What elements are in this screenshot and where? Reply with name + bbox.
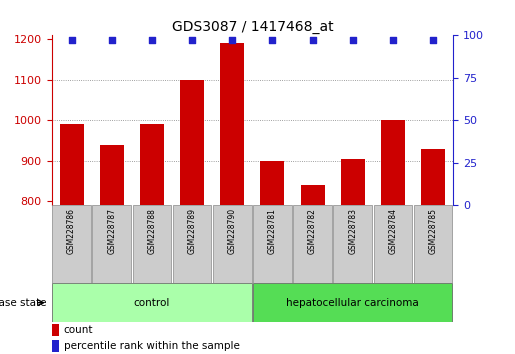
Bar xyxy=(53,205,91,283)
Bar xyxy=(261,161,284,205)
Text: GSM228789: GSM228789 xyxy=(187,208,197,254)
Point xyxy=(108,38,116,43)
Bar xyxy=(52,340,59,353)
Bar xyxy=(140,124,164,205)
Text: GSM228787: GSM228787 xyxy=(107,208,116,254)
Text: GSM228783: GSM228783 xyxy=(348,208,357,254)
Text: GSM228784: GSM228784 xyxy=(388,208,398,254)
Text: count: count xyxy=(63,325,93,336)
Bar xyxy=(173,205,211,283)
Text: control: control xyxy=(134,298,170,308)
Bar xyxy=(93,205,131,283)
Point xyxy=(188,38,196,43)
Bar xyxy=(301,185,324,205)
Point xyxy=(389,38,397,43)
Point xyxy=(67,38,76,43)
Bar xyxy=(100,145,124,205)
Bar xyxy=(180,80,204,205)
Text: GSM228788: GSM228788 xyxy=(147,208,157,253)
Bar xyxy=(381,120,405,205)
Bar xyxy=(253,205,291,283)
Bar xyxy=(374,205,412,283)
Text: GSM228782: GSM228782 xyxy=(308,208,317,253)
Bar xyxy=(341,159,365,205)
Bar xyxy=(133,205,171,283)
Point xyxy=(429,38,437,43)
Bar xyxy=(414,205,452,283)
Text: disease state: disease state xyxy=(0,298,46,308)
Bar xyxy=(294,205,332,283)
Bar xyxy=(220,44,244,205)
Bar xyxy=(253,283,452,322)
Text: GSM228786: GSM228786 xyxy=(67,208,76,254)
Point xyxy=(308,38,317,43)
Text: GSM228790: GSM228790 xyxy=(228,208,237,254)
Bar xyxy=(213,205,251,283)
Title: GDS3087 / 1417468_at: GDS3087 / 1417468_at xyxy=(171,21,333,34)
Text: percentile rank within the sample: percentile rank within the sample xyxy=(63,341,239,352)
Point xyxy=(148,38,156,43)
Bar xyxy=(334,205,372,283)
Text: GSM228781: GSM228781 xyxy=(268,208,277,253)
Point xyxy=(349,38,357,43)
Text: hepatocellular carcinoma: hepatocellular carcinoma xyxy=(286,298,419,308)
Bar xyxy=(60,124,83,205)
Bar xyxy=(53,283,251,322)
Point xyxy=(228,38,236,43)
Bar xyxy=(52,324,59,336)
Text: GSM228785: GSM228785 xyxy=(428,208,438,254)
Bar xyxy=(421,149,445,205)
Point xyxy=(268,38,277,43)
